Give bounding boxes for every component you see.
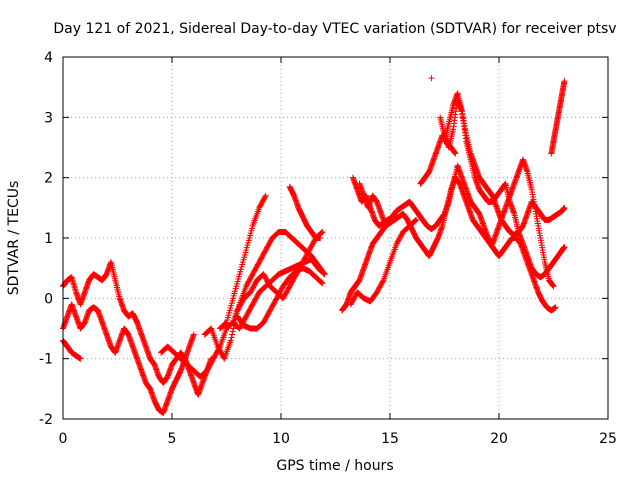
series-trace-d [158, 256, 328, 380]
data-point [207, 326, 214, 333]
data-point [229, 328, 236, 335]
series-trace-q [548, 78, 568, 157]
y-tick-label: -1 [39, 352, 53, 368]
x-tick-label: 15 [381, 431, 399, 447]
axis-ticks: 0 5 10 15 20 25 -2 -1 0 1 2 3 4 [39, 50, 617, 447]
data-point [318, 279, 325, 286]
data-point [561, 244, 568, 251]
data-point [320, 270, 327, 277]
series-trace-p [417, 132, 459, 187]
data-point [318, 230, 325, 237]
chart-title: Day 121 of 2021, Sidereal Day-to-day VTE… [53, 21, 616, 37]
series-trace-m [356, 180, 389, 229]
series-trace-o [441, 90, 568, 238]
data-point [262, 193, 269, 200]
series-trace-h [234, 265, 326, 332]
series-trace-c [60, 337, 84, 362]
x-tick-label: 25 [599, 431, 617, 447]
data-point [552, 304, 559, 311]
y-tick-label: 2 [44, 171, 53, 187]
data-point [319, 228, 326, 235]
data-point [317, 235, 324, 241]
series-trace-i [286, 183, 324, 241]
data-point [428, 75, 435, 82]
data-point [452, 150, 459, 157]
data-point [77, 355, 84, 362]
data-point [222, 320, 229, 327]
x-tick-label: 10 [272, 431, 290, 447]
data-point [228, 334, 235, 341]
data-point [561, 78, 568, 85]
data-point [550, 283, 557, 290]
data-point [230, 325, 237, 332]
grid [63, 57, 608, 419]
y-tick-label: 1 [44, 231, 53, 247]
data-point [229, 331, 236, 338]
data-point [561, 204, 568, 211]
data-point [321, 271, 328, 278]
y-tick-label: 4 [44, 50, 53, 66]
data-point [227, 337, 234, 344]
series-trace-a [60, 301, 197, 416]
data-point [379, 278, 386, 285]
data-point [318, 279, 325, 286]
y-tick-label: 3 [44, 110, 53, 126]
data-point [222, 320, 229, 327]
x-tick-label: 0 [59, 431, 68, 447]
y-axis-label: SDTVAR / TECUs [6, 181, 22, 296]
x-tick-label: 20 [490, 431, 508, 447]
data-point [319, 280, 326, 287]
y-tick-label: -2 [39, 412, 53, 428]
x-tick-label: 5 [168, 431, 177, 447]
series-trace-f [216, 192, 269, 332]
series-trace-j [349, 156, 557, 290]
data-point [413, 216, 420, 223]
data-point [318, 229, 325, 236]
data-point [190, 331, 197, 338]
data-points [60, 75, 568, 416]
series-trace-l [347, 216, 420, 308]
data-point [262, 192, 269, 199]
data-point [411, 218, 418, 225]
data-point [382, 222, 389, 229]
y-tick-label: 0 [44, 291, 53, 307]
series-trace-g [230, 228, 328, 326]
x-axis-label: GPS time / hours [276, 458, 393, 474]
series-trace-r [428, 75, 435, 82]
data-point [412, 217, 419, 224]
